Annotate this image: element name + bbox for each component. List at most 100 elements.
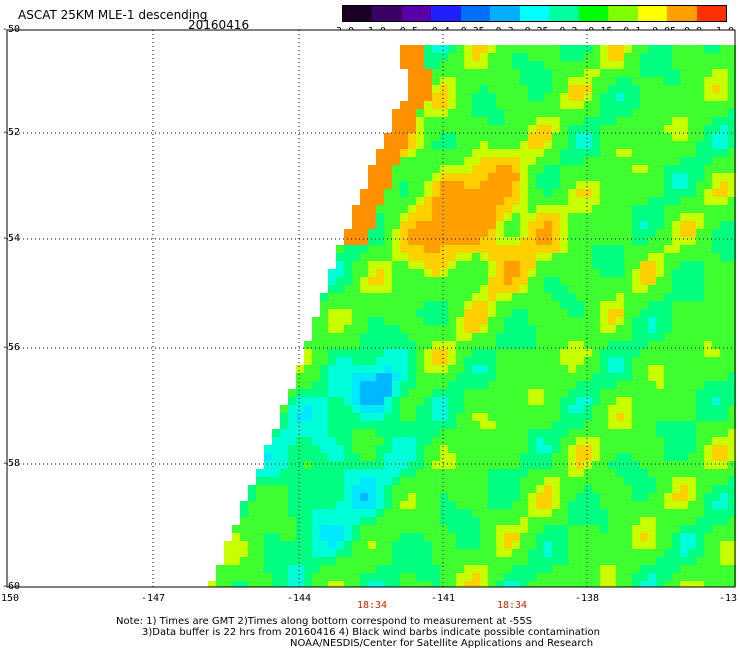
swath-cell bbox=[592, 93, 600, 101]
swath-cell bbox=[696, 277, 704, 285]
swath-cell bbox=[608, 437, 616, 445]
swath-cell bbox=[528, 85, 536, 93]
swath-cell bbox=[416, 309, 424, 317]
swath-cell bbox=[384, 581, 392, 587]
swath-cell bbox=[688, 189, 696, 197]
swath-cell bbox=[464, 581, 472, 587]
swath-cell bbox=[312, 509, 320, 517]
swath-cell bbox=[608, 69, 616, 77]
swath-cell bbox=[416, 557, 424, 565]
swath-cell bbox=[456, 285, 464, 293]
swath-cell bbox=[672, 581, 680, 587]
swath-cell bbox=[608, 325, 616, 333]
swath-cell bbox=[320, 517, 328, 525]
swath-cell bbox=[576, 285, 584, 293]
swath-cell bbox=[608, 477, 616, 485]
swath-cell bbox=[640, 173, 648, 181]
swath-cell bbox=[504, 421, 512, 429]
swath-cell bbox=[680, 213, 688, 221]
swath-cell bbox=[456, 125, 464, 133]
swath-cell bbox=[576, 357, 584, 365]
swath-cell bbox=[664, 141, 672, 149]
swath-cell bbox=[528, 453, 536, 461]
colorbar-segment bbox=[696, 6, 727, 21]
swath-cell bbox=[408, 389, 416, 397]
swath-cell bbox=[680, 501, 688, 509]
swath-cell bbox=[704, 101, 712, 109]
swath-cell bbox=[664, 493, 672, 501]
product-date: 20160416 bbox=[188, 18, 250, 32]
swath-cell bbox=[576, 325, 584, 333]
swath-cell bbox=[424, 133, 432, 141]
swath-cell bbox=[592, 541, 600, 549]
swath-cell bbox=[280, 429, 288, 437]
swath-cell bbox=[728, 221, 736, 229]
swath-cell bbox=[656, 501, 664, 509]
swath-cell bbox=[472, 429, 480, 437]
swath-cell bbox=[680, 181, 688, 189]
swath-cell bbox=[320, 365, 328, 373]
swath-cell bbox=[576, 373, 584, 381]
swath-cell bbox=[472, 541, 480, 549]
swath-cell bbox=[680, 133, 688, 141]
swath-cell bbox=[376, 501, 384, 509]
swath-cell bbox=[408, 173, 416, 181]
swath-cell bbox=[296, 581, 304, 587]
swath-cell bbox=[328, 581, 336, 587]
swath-cell bbox=[456, 253, 464, 261]
swath-cell bbox=[304, 429, 312, 437]
swath-cell bbox=[584, 461, 592, 469]
swath-cell bbox=[400, 261, 408, 269]
swath-cell bbox=[456, 237, 464, 245]
swath-cell bbox=[704, 469, 712, 477]
swath-cell bbox=[576, 213, 584, 221]
swath-cell bbox=[368, 389, 376, 397]
swath-cell bbox=[560, 85, 568, 93]
swath-cell bbox=[504, 253, 512, 261]
swath-cell bbox=[696, 269, 704, 277]
swath-cell bbox=[472, 237, 480, 245]
swath-cell bbox=[600, 149, 608, 157]
swath-cell bbox=[568, 189, 576, 197]
swath-cell bbox=[464, 229, 472, 237]
swath-cell bbox=[600, 541, 608, 549]
swath-cell bbox=[392, 117, 400, 125]
swath-cell bbox=[560, 197, 568, 205]
swath-cell bbox=[488, 493, 496, 501]
swath-cell bbox=[688, 69, 696, 77]
swath-cell bbox=[608, 93, 616, 101]
swath-cell bbox=[376, 261, 384, 269]
swath-cell bbox=[408, 229, 416, 237]
swath-cell bbox=[576, 565, 584, 573]
swath-cell bbox=[392, 229, 400, 237]
swath-cell bbox=[512, 477, 520, 485]
swath-cell bbox=[728, 69, 736, 77]
swath-cell bbox=[536, 213, 544, 221]
swath-cell bbox=[720, 261, 728, 269]
swath-cell bbox=[584, 61, 592, 69]
swath-cell bbox=[544, 117, 552, 125]
swath-cell bbox=[520, 549, 528, 557]
swath-cell bbox=[496, 429, 504, 437]
swath-cell bbox=[472, 109, 480, 117]
swath-cell bbox=[320, 501, 328, 509]
swath-cell bbox=[648, 461, 656, 469]
swath-cell bbox=[632, 221, 640, 229]
swath-cell bbox=[304, 413, 312, 421]
swath-cell bbox=[696, 517, 704, 525]
swath-cell bbox=[392, 189, 400, 197]
swath-cell bbox=[480, 237, 488, 245]
swath-cell bbox=[672, 165, 680, 173]
swath-cell bbox=[312, 525, 320, 533]
swath-cell bbox=[648, 397, 656, 405]
swath-cell bbox=[560, 501, 568, 509]
swath-cell bbox=[680, 277, 688, 285]
swath-cell bbox=[432, 301, 440, 309]
swath-cell bbox=[432, 141, 440, 149]
swath-cell bbox=[328, 317, 336, 325]
swath-cell bbox=[368, 437, 376, 445]
swath-cell bbox=[528, 429, 536, 437]
swath-cell bbox=[688, 205, 696, 213]
swath-cell bbox=[728, 213, 736, 221]
swath-cell bbox=[432, 245, 440, 253]
